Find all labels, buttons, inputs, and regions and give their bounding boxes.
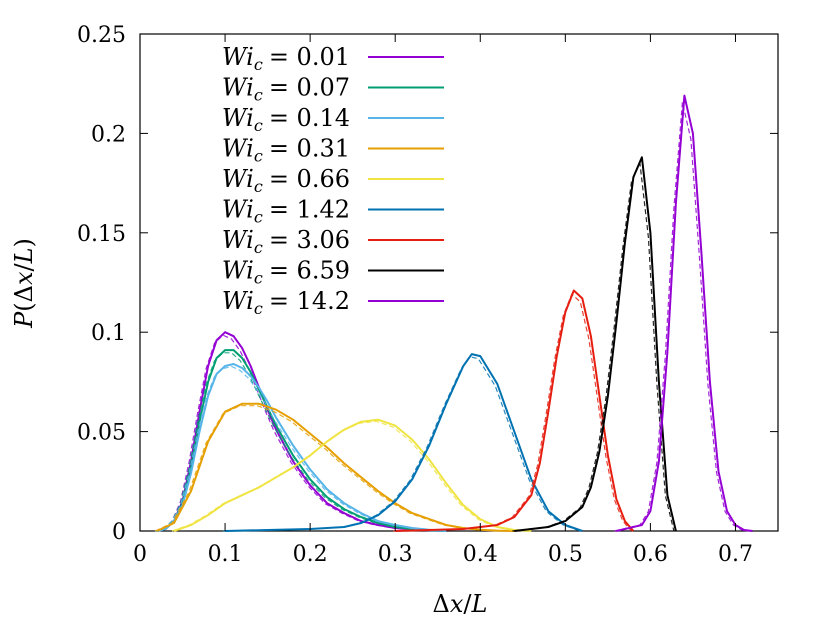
legend-entry: Wic = 0.31 (222, 135, 444, 166)
legend-label: Wic = 0.01 (222, 43, 350, 74)
y-tick-label: 0 (112, 520, 126, 545)
x-tick-label: 0.5 (548, 542, 583, 567)
series-line-8 (616, 94, 753, 532)
series-line-dashed-4 (171, 420, 530, 532)
legend-label: Wic = 3.06 (222, 226, 350, 257)
series-line-dashed-8 (614, 102, 751, 532)
legend-label: Wic = 6.59 (222, 257, 350, 288)
legend-label: Wic = 0.66 (222, 165, 350, 196)
y-axis-ticks: 0 0.05 0.1 0.15 0.2 0.25 (77, 23, 778, 545)
series-line-dashed-5 (223, 356, 581, 532)
x-tick-label: 0.2 (293, 542, 328, 567)
legend-entry: Wic = 0.14 (222, 104, 444, 135)
legend-entry: Wic = 0.07 (222, 74, 444, 105)
x-tick-label: 0.3 (378, 542, 413, 567)
legend-entry: Wic = 0.66 (222, 165, 444, 196)
legend-label: Wic = 1.42 (222, 196, 350, 227)
y-tick-label: 0.05 (77, 421, 126, 446)
x-tick-label: 0.1 (208, 542, 243, 567)
x-axis-ticks: 0 0.1 0.2 0.3 0.4 0.5 0.6 0.7 (133, 34, 753, 567)
x-tick-label: 0.4 (463, 542, 498, 567)
y-tick-label: 0.15 (77, 222, 126, 247)
y-axis-label: P(Δx/L) (10, 238, 38, 329)
x-tick-label: 0.6 (633, 542, 668, 567)
y-tick-label: 0.2 (91, 122, 126, 147)
series-line-1 (156, 349, 447, 532)
legend-label: Wic = 14.2 (222, 287, 350, 318)
legend-entry: Wic = 6.59 (222, 257, 444, 288)
series-line-5 (225, 353, 583, 532)
x-tick-label: 0.7 (718, 542, 753, 567)
series-line-dashed-6 (393, 293, 632, 532)
plot-border (139, 33, 779, 532)
x-axis-label: Δx/L (433, 590, 488, 618)
series-line-dashed-3 (154, 405, 513, 532)
legend-entry: Wic = 14.2 (222, 287, 444, 318)
series-line-2 (156, 363, 447, 532)
series-line-dashed-2 (154, 365, 445, 532)
legend-entry: Wic = 1.42 (222, 196, 444, 227)
legend-entry: Wic = 3.06 (222, 226, 444, 257)
series-line-dashed-7 (512, 160, 675, 532)
legend-label: Wic = 0.07 (222, 74, 350, 105)
series-line-4 (173, 418, 532, 532)
plot-frame (139, 33, 779, 532)
series-line-7 (514, 156, 677, 532)
legend-label: Wic = 0.31 (222, 135, 350, 166)
legend-entry: Wic = 0.01 (222, 43, 444, 74)
y-tick-label: 0.1 (91, 321, 126, 346)
series-layer (154, 94, 753, 532)
series-line-dashed-1 (154, 352, 445, 532)
x-tick-label: 0 (133, 542, 147, 567)
series-line-6 (395, 289, 635, 532)
legend-label: Wic = 0.14 (222, 104, 350, 135)
y-tick-label: 0.25 (77, 23, 126, 48)
